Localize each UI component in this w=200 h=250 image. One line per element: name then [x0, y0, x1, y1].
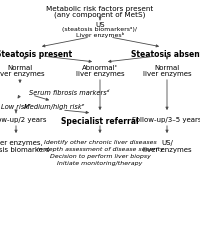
- Text: liver enzymes: liver enzymes: [142, 147, 190, 153]
- Text: Follow-up/3–5 years: Follow-up/3–5 years: [132, 117, 200, 123]
- Text: in depth assessment of disease severity: in depth assessment of disease severity: [36, 147, 163, 152]
- Text: Identify other chronic liver diseases: Identify other chronic liver diseases: [43, 140, 156, 145]
- Text: Metabolic risk factors present: Metabolic risk factors present: [46, 6, 153, 12]
- Text: Liver enzymes,: Liver enzymes,: [0, 140, 42, 146]
- Text: Normal: Normal: [7, 65, 32, 71]
- Text: liver enzymes: liver enzymes: [75, 71, 124, 77]
- Text: (any component of MetS): (any component of MetS): [54, 12, 145, 18]
- Text: Low riskᵉ: Low riskᵉ: [1, 104, 31, 110]
- Text: Steatosis present: Steatosis present: [0, 50, 72, 59]
- Text: liver enzymes: liver enzymes: [142, 71, 190, 77]
- Text: fibrosis biomarkers: fibrosis biomarkers: [0, 147, 49, 153]
- Text: Follow-up/2 years: Follow-up/2 years: [0, 117, 47, 123]
- Text: Decision to perform liver biopsy: Decision to perform liver biopsy: [49, 154, 150, 159]
- Text: US/: US/: [160, 140, 172, 146]
- Text: Liver enzymesᵇ: Liver enzymesᵇ: [75, 32, 124, 38]
- Text: Steatosis absent: Steatosis absent: [130, 50, 200, 59]
- Text: US: US: [95, 22, 104, 28]
- Text: Medium/high riskᵉ: Medium/high riskᵉ: [24, 104, 84, 110]
- Text: Specialist referral: Specialist referral: [61, 117, 138, 126]
- Text: (steatosis biomarkersᵃ)/: (steatosis biomarkersᵃ)/: [62, 27, 137, 32]
- Text: liver enzymes: liver enzymes: [0, 71, 44, 77]
- Text: Initiate monitoring/therapy: Initiate monitoring/therapy: [57, 161, 142, 166]
- Text: Serum fibrosis markersᵈ: Serum fibrosis markersᵈ: [29, 90, 109, 96]
- Text: Abnormalᶜ: Abnormalᶜ: [81, 65, 118, 71]
- Text: Normal: Normal: [154, 65, 179, 71]
